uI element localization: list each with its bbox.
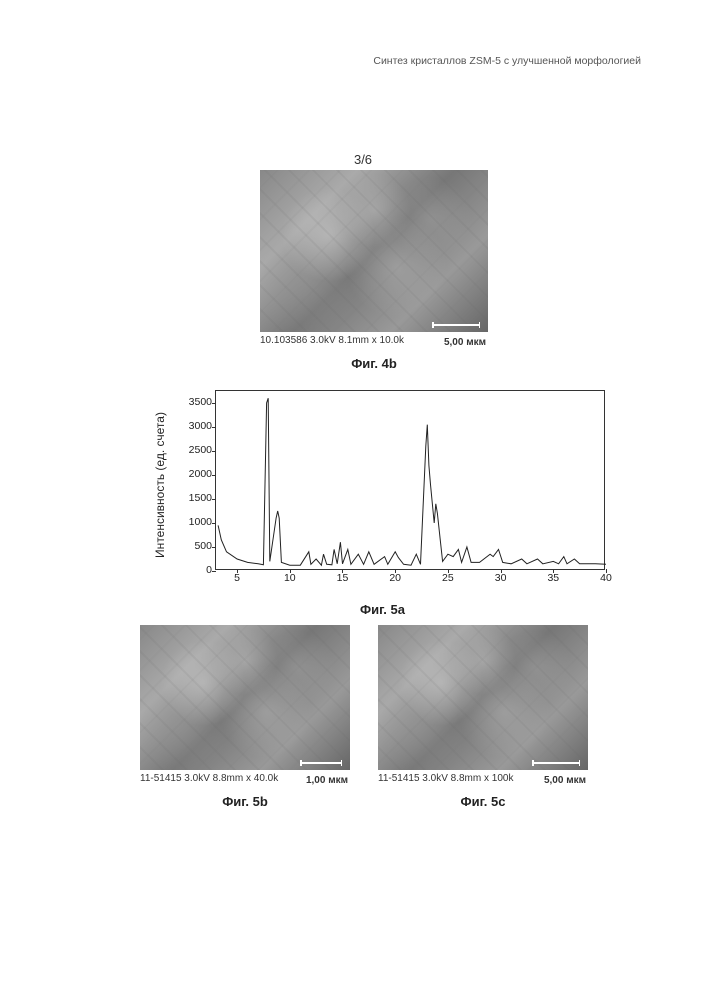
xrd-line <box>216 391 606 571</box>
scalebar-5b <box>300 762 342 764</box>
y-tick-label: 2500 <box>176 444 216 456</box>
figure-label-4b: Фиг. 4b <box>260 356 488 371</box>
figure-4b: 10.103586 3.0kV 8.1mm x 10.0k 5,00 мкм Ф… <box>260 170 488 371</box>
sem-image-4b <box>260 170 488 332</box>
page-title: Синтез кристаллов ZSM-5 с улучшенной мор… <box>373 55 641 67</box>
figure-5c: 11-51415 3.0kV 8.8mm x 100k 5,00 мкм Фиг… <box>378 625 588 809</box>
figure-label-5c: Фиг. 5c <box>378 794 588 809</box>
y-tick-label: 1500 <box>176 492 216 504</box>
xrd-plot-area: 0500100015002000250030003500510152025303… <box>215 390 605 570</box>
y-tick-label: 3000 <box>176 420 216 432</box>
sem-image-5c <box>378 625 588 770</box>
y-tick-label: 2000 <box>176 468 216 480</box>
scale-label-4b: 5,00 мкм <box>444 337 486 348</box>
sem-image-5b <box>140 625 350 770</box>
scale-label-5b: 1,00 мкм <box>306 775 348 786</box>
page-number: 3/6 <box>354 152 372 167</box>
scalebar-5c <box>532 762 580 764</box>
y-axis-label: Интенсивность (ед. счета) <box>153 395 167 575</box>
scale-label-5c: 5,00 мкм <box>544 775 586 786</box>
y-tick-label: 0 <box>176 564 216 576</box>
figure-5b: 11-51415 3.0kV 8.8mm x 40.0k 1,00 мкм Фи… <box>140 625 350 809</box>
xrd-chart: Интенсивность (ед. счета) 05001000150020… <box>160 390 605 580</box>
y-tick-label: 1000 <box>176 516 216 528</box>
figure-label-5b: Фиг. 5b <box>140 794 350 809</box>
scalebar-4b <box>432 324 480 326</box>
y-tick-label: 3500 <box>176 396 216 408</box>
figure-5a: Интенсивность (ед. счета) 05001000150020… <box>160 390 605 617</box>
figure-label-5a: Фиг. 5a <box>160 602 605 617</box>
y-tick-label: 500 <box>176 540 216 552</box>
